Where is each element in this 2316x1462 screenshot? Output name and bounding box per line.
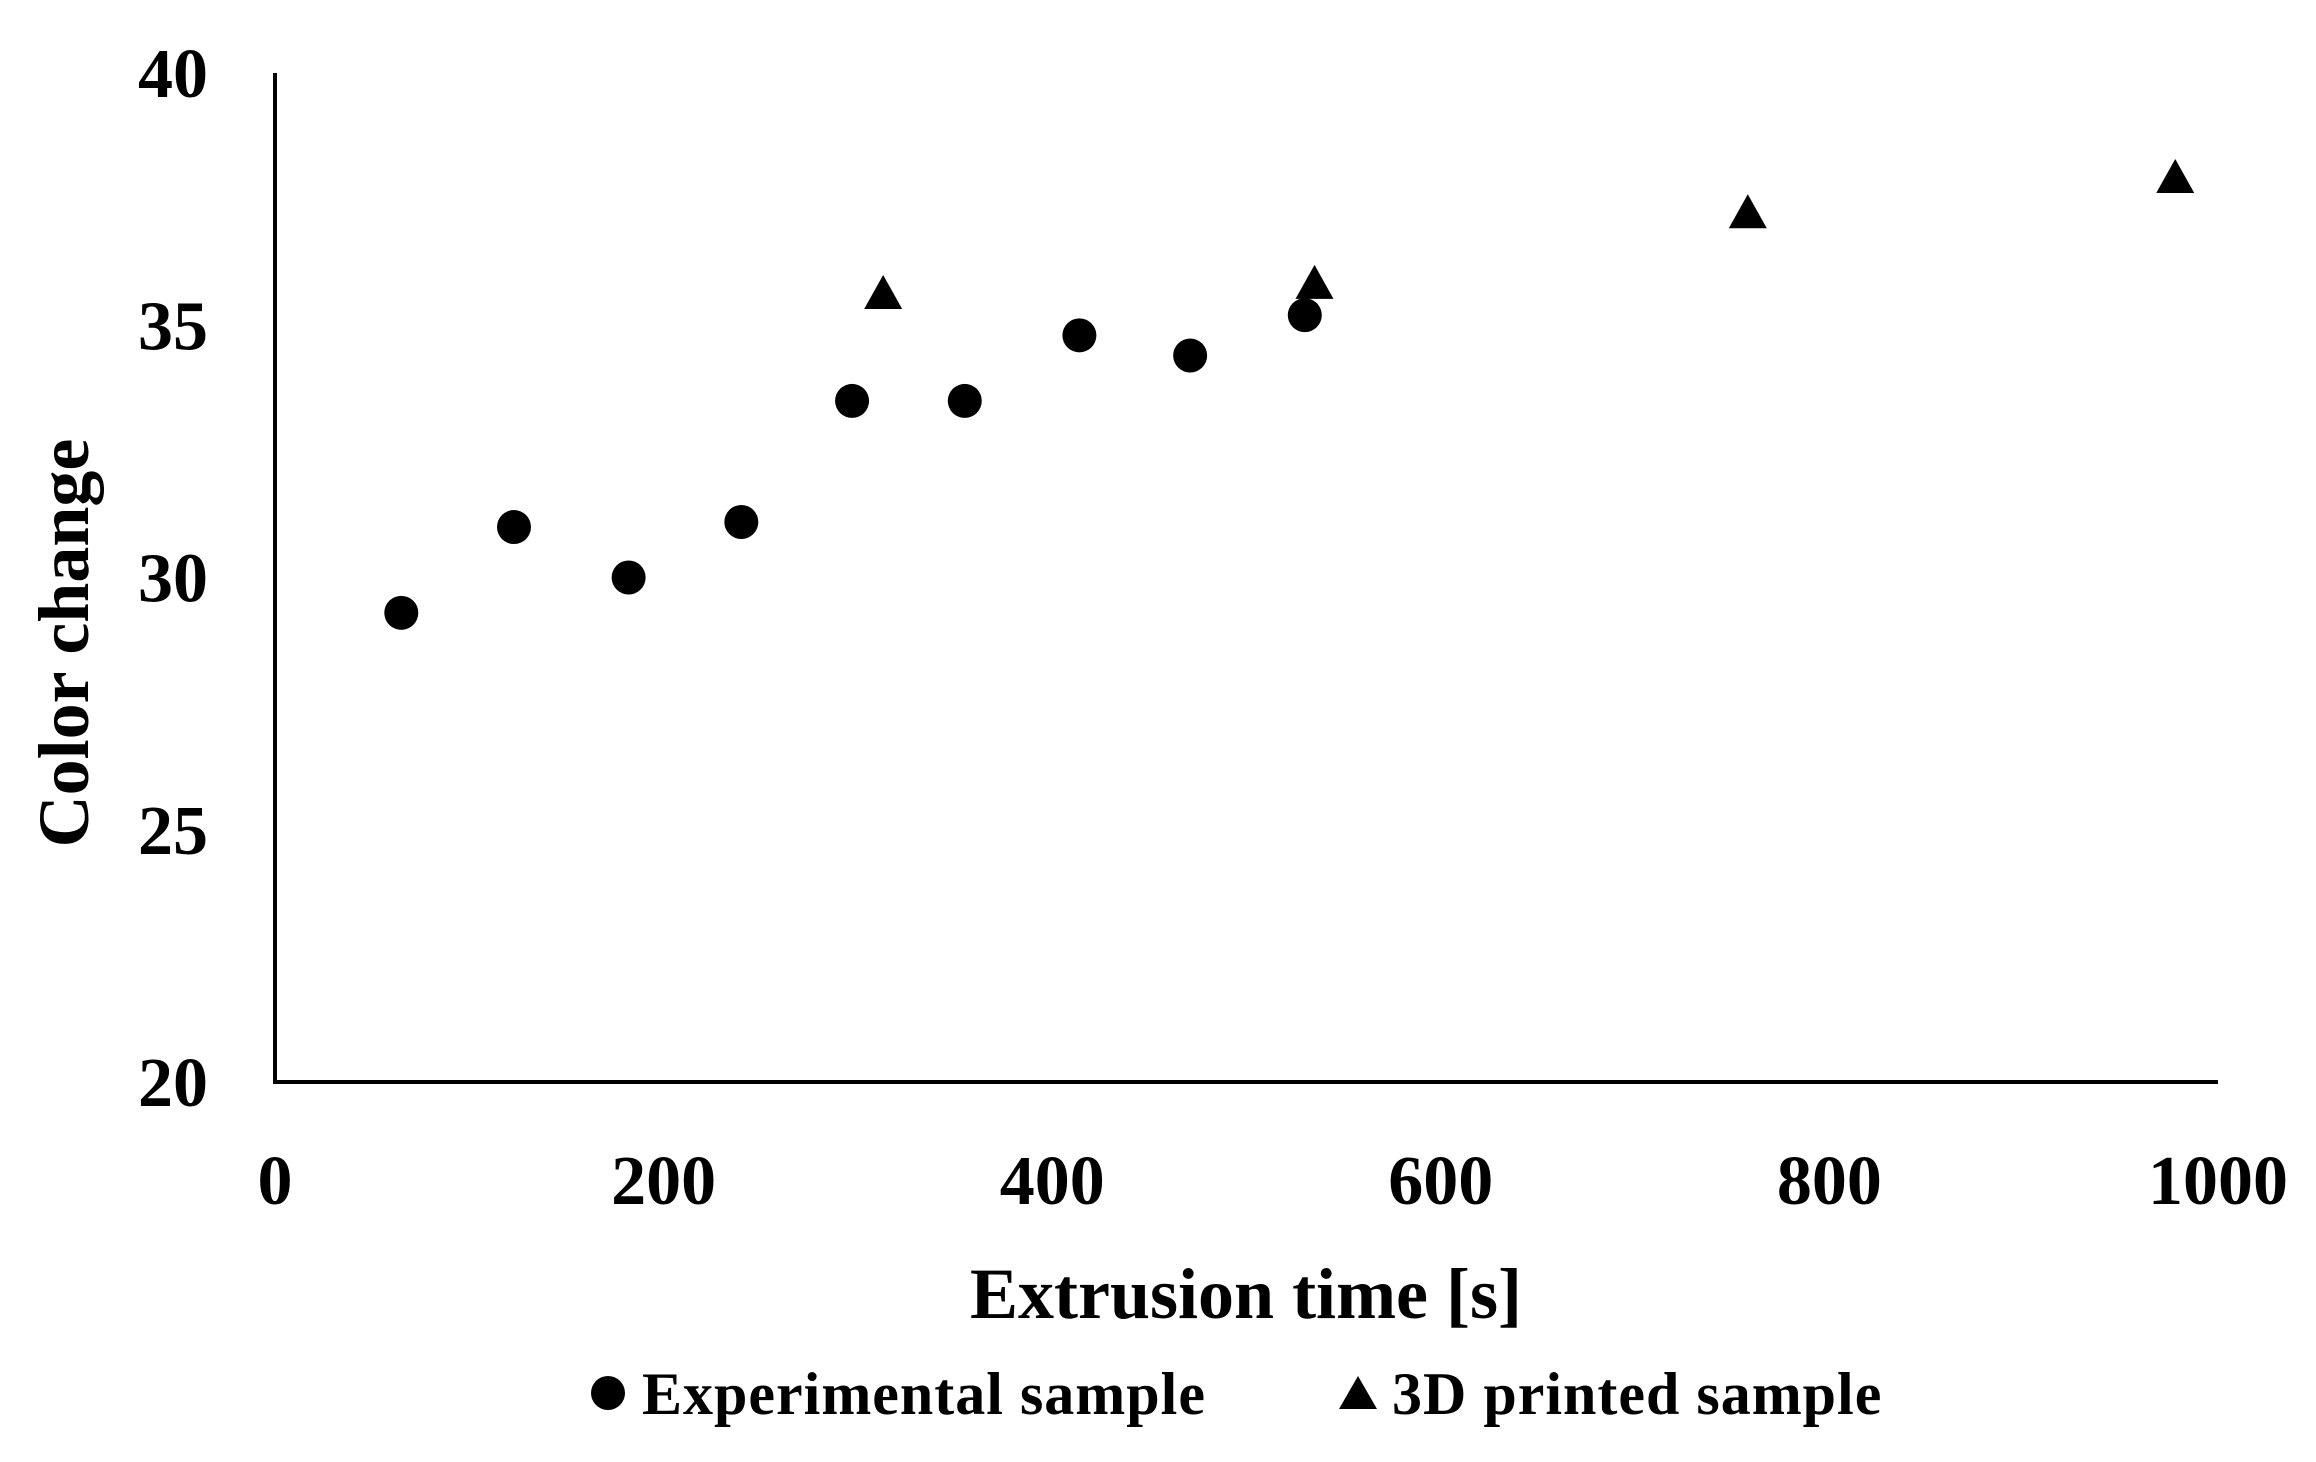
- x-tick-label: 1000: [2148, 1143, 2288, 1220]
- y-tick-labels: 20 25 30 35 40: [138, 36, 208, 1122]
- experimental-sample-point: [1173, 338, 1208, 373]
- legend-label-experimental: Experimental sample: [642, 1361, 1206, 1427]
- experimental-sample-point: [724, 505, 759, 540]
- y-tick-label: 25: [138, 793, 208, 870]
- x-tick-label: 0: [258, 1143, 293, 1220]
- legend-label-3d-printed: 3D printed sample: [1392, 1361, 1882, 1427]
- x-tick-label: 200: [611, 1143, 716, 1220]
- experimental-sample-point: [384, 595, 419, 630]
- 3d-printed-sample-point: [2156, 158, 2195, 193]
- data-points: [384, 158, 2195, 630]
- 3d-printed-sample-point: [1295, 264, 1334, 299]
- experimental-sample-point: [611, 560, 646, 595]
- x-axis-title: Extrusion time [s]: [970, 1254, 1522, 1334]
- legend-marker-experimental: [591, 1376, 625, 1410]
- x-tick-label: 800: [1777, 1143, 1882, 1220]
- y-tick-label: 20: [138, 1045, 208, 1122]
- x-tick-labels: 0 200 400 600 800 1000: [258, 1143, 2289, 1220]
- legend: Experimental sample 3D printed sample: [591, 1361, 1882, 1427]
- experimental-sample-point: [835, 383, 870, 418]
- y-tick-label: 30: [138, 541, 208, 618]
- y-tick-label: 35: [138, 288, 208, 365]
- experimental-sample-point: [1062, 318, 1097, 353]
- legend-marker-3d-printed: [1339, 1376, 1377, 1409]
- x-tick-label: 600: [1388, 1143, 1493, 1220]
- experimental-sample-point: [496, 510, 531, 545]
- 3d-printed-sample-point: [864, 274, 903, 309]
- y-tick-label: 40: [138, 36, 208, 113]
- 3d-printed-sample-point: [1728, 194, 1767, 229]
- axes: [273, 73, 2218, 1084]
- y-axis-title: Color change: [24, 439, 104, 848]
- x-tick-label: 400: [1000, 1143, 1105, 1220]
- experimental-sample-point: [1287, 298, 1322, 333]
- experimental-sample-point: [947, 383, 982, 418]
